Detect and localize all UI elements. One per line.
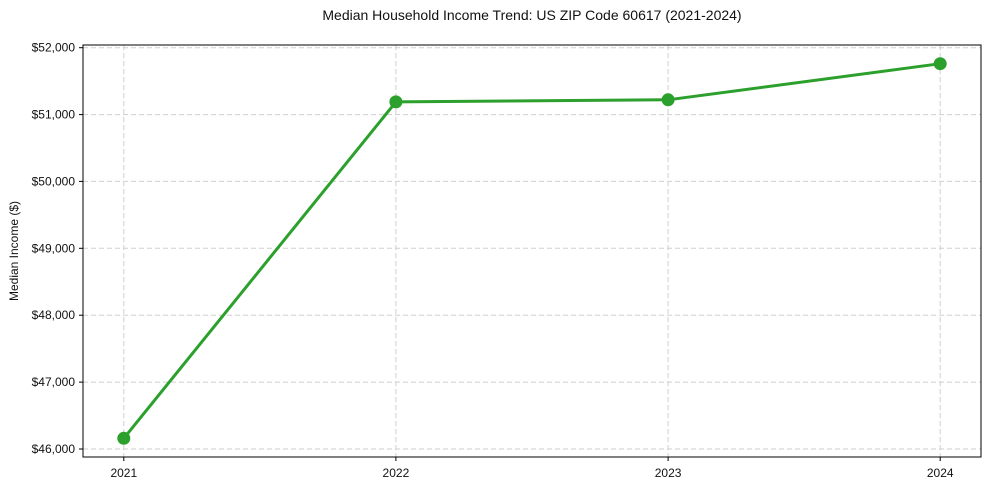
x-tick-label: 2024 [927,466,954,480]
data-point-2024 [933,57,947,71]
data-point-2021 [117,431,131,445]
x-tick-label: 2023 [655,466,682,480]
y-tick-label: $48,000 [32,308,76,322]
data-point-2023 [661,93,675,107]
x-tick-label: 2021 [110,466,137,480]
y-tick-label: $51,000 [32,108,76,122]
chart-title: Median Household Income Trend: US ZIP Co… [322,7,742,23]
y-tick-label: $52,000 [32,41,76,55]
y-tick-label: $47,000 [32,375,76,389]
y-tick-label: $46,000 [32,442,76,456]
y-tick-label: $49,000 [32,241,76,255]
plot-border [82,44,982,458]
x-tick-label: 2022 [383,466,410,480]
trend-line [122,62,942,440]
y-tick-label: $50,000 [32,174,76,188]
data-point-2022 [389,95,403,109]
